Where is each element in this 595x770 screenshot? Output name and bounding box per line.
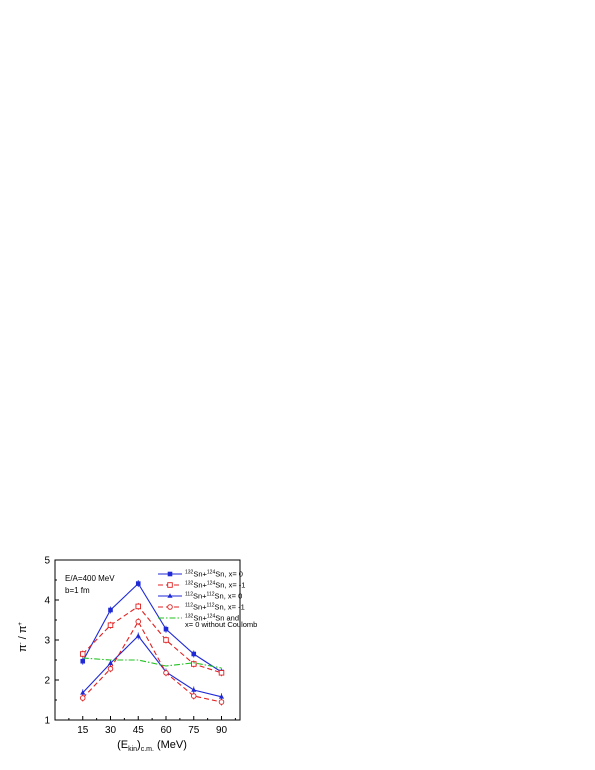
x-tick-label: 15 [77,725,89,736]
series-s4 [79,618,225,706]
series-s2 [79,602,225,677]
legend-marker-s1 [167,571,173,577]
data-point [135,618,141,625]
legend-label-s3: 112Sn+112Sn, x= 0 [185,592,242,601]
x-tick-label: 75 [188,725,200,736]
series-s5 [82,657,222,669]
data-point [80,658,86,664]
data-point [190,661,197,667]
legend-label-s5-line2: x= 0 without Coulomb [185,620,257,629]
series-line-s4 [82,620,222,703]
x-tick-label: 30 [105,725,117,736]
y-tick-label: 3 [44,636,50,647]
data-point [135,633,141,638]
y-tick-label: 4 [44,596,50,607]
legend-marker-s4 [167,604,173,610]
data-point [107,666,114,672]
legend-label-s4: 112Sn+112Sn, x= -1 [185,603,245,612]
data-point [191,651,197,657]
legend-label-s5: 132Sn+124Sn and [185,614,239,623]
y-tick-label: 5 [44,556,50,567]
x-tick-label: 60 [160,725,172,736]
annotation-energy: E/A=400 MeV [65,574,115,583]
data-point [107,622,114,628]
data-point [79,695,86,701]
series-line-s5 [82,657,222,669]
data-point [135,581,141,586]
data-point [163,670,169,676]
data-point [218,694,225,699]
data-point [190,693,197,699]
data-point [191,687,197,692]
data-point [80,690,86,695]
series-line-s1 [82,582,222,673]
x-tick-label: 45 [133,725,145,736]
legend-label-s2: 132Sn+124Sn, x= -1 [185,581,245,590]
legend-marker-s3 [167,593,173,598]
data-point [135,603,141,610]
y-tick-label: 2 [44,676,50,687]
data-point [163,637,169,643]
data-point [218,670,225,676]
data-point [108,607,113,613]
legend: 132Sn+124Sn, x= 0 132Sn+124Sn, x= -1 112Sn… [158,570,257,629]
data-point [79,651,86,657]
x-tick-label: 90 [216,725,228,736]
legend-label-s1: 132Sn+124Sn, x= 0 [185,570,243,579]
data-point [163,626,169,632]
series-line-s2 [82,605,222,674]
series-line-s3 [82,635,222,698]
annotation-impact: b=1 fm [65,586,90,595]
data-point [107,660,114,665]
data-point [218,699,225,705]
y-tick-label: 1 [44,716,50,727]
legend-marker-s2 [167,582,173,588]
x-axis-label: (Ekin)c.m. (MeV) [117,739,187,753]
y-axis-label: π- / π+ [17,622,29,652]
